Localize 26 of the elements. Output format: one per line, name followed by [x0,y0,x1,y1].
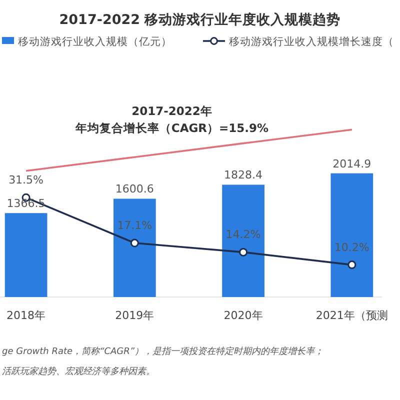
x-tick-label: 2019年 [115,309,154,322]
bar [4,213,48,297]
legend-label: 移动游戏行业收入规模增长速度（ [229,35,394,48]
data-label: 17.1% [117,219,152,232]
data-label: 14.2% [226,228,261,242]
x-tick-label: 2020年 [224,309,263,322]
bar [222,184,264,297]
data-label: 31.5% [8,174,44,187]
text: 2017-2022年 [132,104,212,118]
data-label: 1366.5 [6,197,46,210]
bar [113,198,156,297]
annotation: 年均复合增长率（CAGR）=15.9% [74,121,270,135]
chart-title: 2017-2022 移动游戏行业年度收入规模趋势 [59,11,341,28]
text: 活跃玩家趋势、宏观经济等多种因素。 [2,366,155,377]
legend-label: 移动游戏行业收入规模（亿元） [18,35,172,48]
point [348,260,356,270]
point [130,238,139,248]
data-label: 1828.4 [224,168,263,182]
data-label: 1600.6 [115,182,154,196]
text: ge Growth Rate，简称“CAGR”），是指一项投资在特定时期内的年度增长率； [2,346,324,357]
x-tick-label: 2021年（预测 [316,309,388,322]
x-tick-label: 2018年 [6,309,46,322]
data-label: 10.2% [334,240,370,254]
point [239,248,248,256]
bar [330,173,374,297]
data-label: 2014.9 [332,157,372,170]
